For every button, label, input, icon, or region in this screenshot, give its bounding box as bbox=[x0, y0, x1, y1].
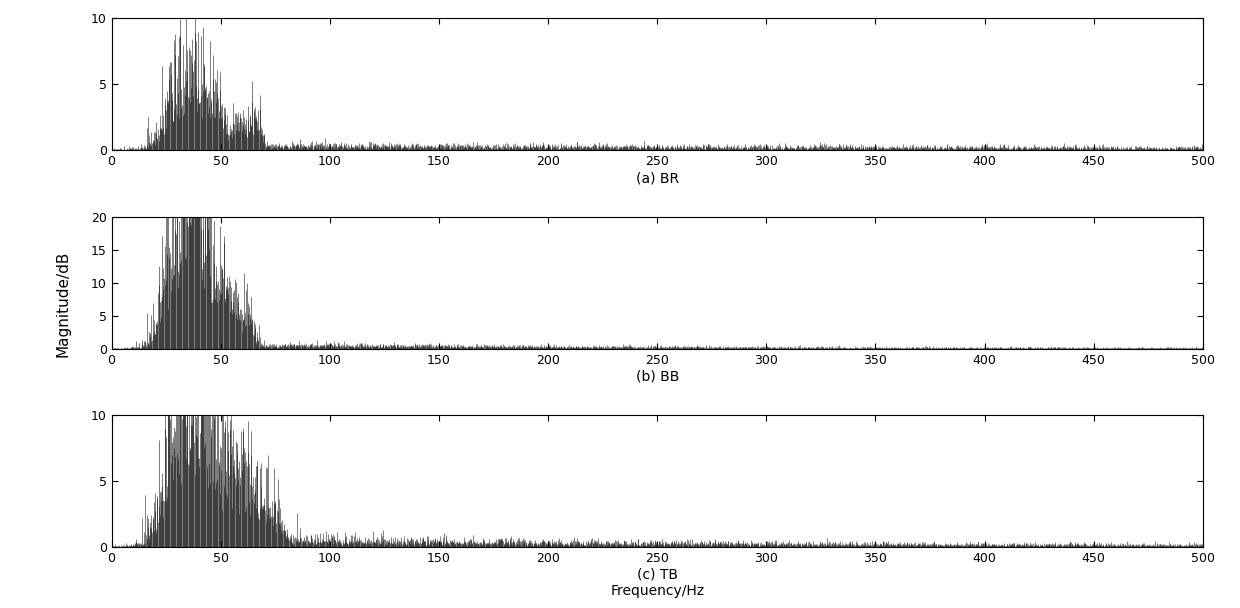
X-axis label: (b) BB: (b) BB bbox=[636, 370, 678, 384]
X-axis label: (c) TB
Frequency/Hz: (c) TB Frequency/Hz bbox=[610, 568, 704, 598]
X-axis label: (a) BR: (a) BR bbox=[636, 171, 678, 185]
Text: Magnitude/dB: Magnitude/dB bbox=[56, 251, 71, 357]
